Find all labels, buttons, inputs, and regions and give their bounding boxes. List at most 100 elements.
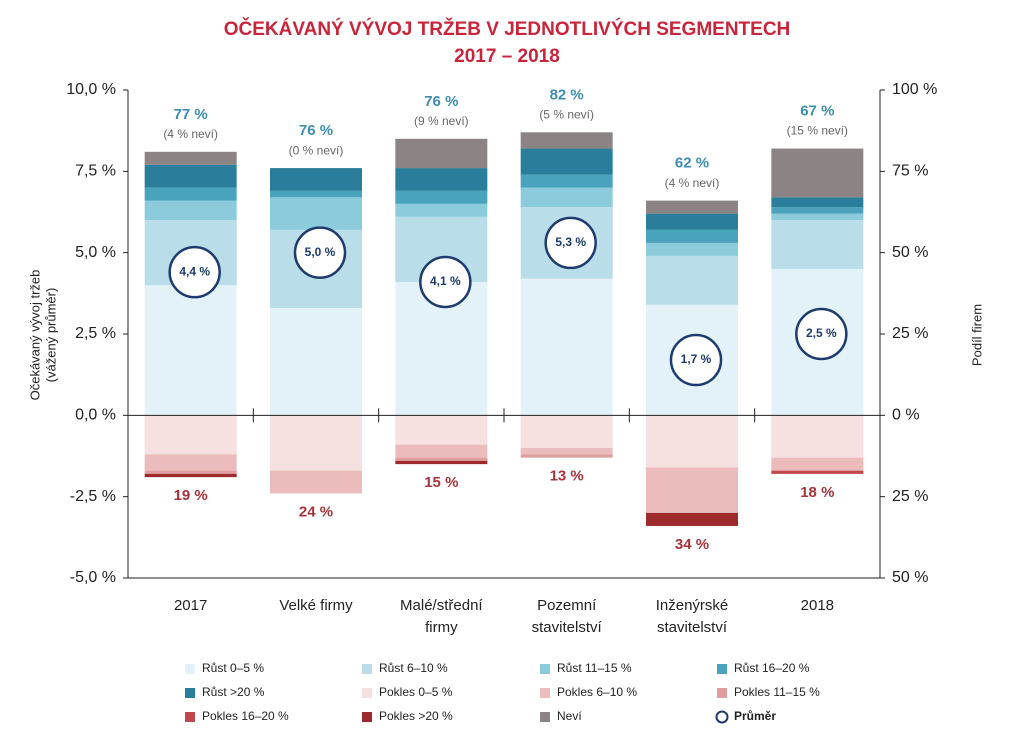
legend-label: Pokles 6–10 % xyxy=(557,685,637,699)
bar-segment xyxy=(520,454,613,458)
decline-label: 18 % xyxy=(800,484,834,501)
y-tick-label: 7,5 % xyxy=(75,163,116,180)
legend-label: Průměr xyxy=(734,709,776,723)
x-tick-label: 2018 xyxy=(801,597,834,614)
legend-marker xyxy=(717,664,727,674)
y2-axis-label: Podíl firem xyxy=(969,304,984,366)
bar-segment xyxy=(144,200,237,221)
bar-segment xyxy=(395,138,488,169)
legend-marker xyxy=(715,710,729,724)
legend-marker xyxy=(185,688,195,698)
average-marker xyxy=(293,226,347,279)
x-tick-label: Pozemní xyxy=(537,597,597,614)
bar-segment xyxy=(144,187,237,201)
bar-segment xyxy=(520,415,613,448)
bar-segment xyxy=(646,213,738,230)
unknown-label: (5 % neví) xyxy=(539,107,594,121)
average-label: 5,3 % xyxy=(555,235,586,249)
bar-segment xyxy=(395,460,488,465)
average-label: 5,0 % xyxy=(305,245,336,259)
chart-title: 2017 – 2018 xyxy=(454,46,560,67)
bar-segment xyxy=(144,151,237,165)
growth-label: 67 % xyxy=(800,103,834,120)
y2-tick-label: 100 % xyxy=(892,81,937,98)
bar-segment xyxy=(144,415,237,455)
x-tick-label: Velké firmy xyxy=(279,597,353,614)
y2-tick-label: 50 % xyxy=(892,244,928,261)
bar-segment xyxy=(771,415,864,458)
bar-segment xyxy=(144,473,237,478)
bar-segment xyxy=(395,168,488,191)
decline-label: 19 % xyxy=(174,487,208,504)
x-tick-label: firmy xyxy=(425,619,458,636)
legend-marker xyxy=(717,688,727,698)
average-label: 4,4 % xyxy=(179,264,210,278)
y-tick-label: -5,0 % xyxy=(70,569,116,586)
average-marker xyxy=(419,255,472,309)
bar-segment xyxy=(395,203,488,217)
unknown-label: (15 % neví) xyxy=(787,124,848,138)
y-tick-label: 2,5 % xyxy=(75,325,116,342)
bar-segment xyxy=(771,470,864,474)
y2-tick-label: 25 % xyxy=(892,325,928,342)
bar-segment xyxy=(520,447,613,455)
average-label: 4,1 % xyxy=(430,274,461,288)
bar-segment xyxy=(270,197,362,230)
bar-segment xyxy=(270,470,362,494)
legend-marker xyxy=(185,712,195,722)
legend-marker xyxy=(185,664,195,674)
growth-label: 77 % xyxy=(174,106,208,123)
bar-segment xyxy=(144,164,237,188)
bar-segment xyxy=(395,444,488,458)
unknown-label: (0 % neví) xyxy=(289,143,344,157)
legend-marker xyxy=(362,712,372,722)
legend-label: Pokles 11–15 % xyxy=(734,685,820,699)
legend-label: Růst 6–10 % xyxy=(379,661,448,675)
y2-tick-label: 50 % xyxy=(892,569,928,586)
y-tick-label: -2,5 % xyxy=(70,488,116,505)
y-tick-label: 0,0 % xyxy=(75,407,116,424)
bar-segment xyxy=(520,174,613,188)
bar-segment xyxy=(646,242,738,256)
x-tick-label: 2017 xyxy=(174,597,207,614)
y-tick-label: 10,0 % xyxy=(66,81,116,98)
growth-label: 82 % xyxy=(550,86,584,103)
bar-segment xyxy=(144,454,237,471)
bar-segment xyxy=(144,285,237,416)
bar-segment xyxy=(646,255,738,305)
legend-marker xyxy=(540,664,550,674)
legend-label: Pokles 16–20 % xyxy=(202,709,289,723)
y-axis-label: (vážený průměr) xyxy=(43,288,58,383)
legend-label: Neví xyxy=(557,709,582,723)
average-marker xyxy=(544,216,597,270)
bar-segment xyxy=(520,132,613,149)
unknown-label: (4 % neví) xyxy=(163,127,218,141)
bar-segment xyxy=(646,467,738,513)
y-tick-label: 5,0 % xyxy=(75,244,116,261)
x-tick-label: stavitelství xyxy=(532,619,603,636)
y2-tick-label: 75 % xyxy=(892,163,928,180)
bar-segment xyxy=(395,457,488,461)
bar-segment xyxy=(520,187,613,208)
growth-label: 76 % xyxy=(424,93,458,110)
bar-segment xyxy=(144,470,237,474)
decline-label: 24 % xyxy=(299,503,333,520)
unknown-label: (4 % neví) xyxy=(665,176,720,190)
average-label: 1,7 % xyxy=(681,352,712,366)
x-tick-label: Malé/střední xyxy=(400,597,483,614)
legend-label: Růst >20 % xyxy=(202,685,265,699)
legend-marker xyxy=(362,688,372,698)
bar-segment xyxy=(771,197,864,208)
average-label: 2,5 % xyxy=(806,326,837,340)
y2-tick-label: 25 % xyxy=(892,488,928,505)
bar-segment xyxy=(520,278,613,416)
chart-title: OČEKÁVANÝ VÝVOJ TRŽEB V JEDNOTLIVÝCH SEG… xyxy=(224,18,791,40)
x-tick-label: Inženýrské xyxy=(656,597,729,614)
bar-segment xyxy=(771,220,864,269)
decline-label: 34 % xyxy=(675,536,709,553)
growth-label: 76 % xyxy=(299,122,333,139)
legend-label: Pokles 0–5 % xyxy=(379,685,453,699)
bar-segment xyxy=(395,190,488,204)
